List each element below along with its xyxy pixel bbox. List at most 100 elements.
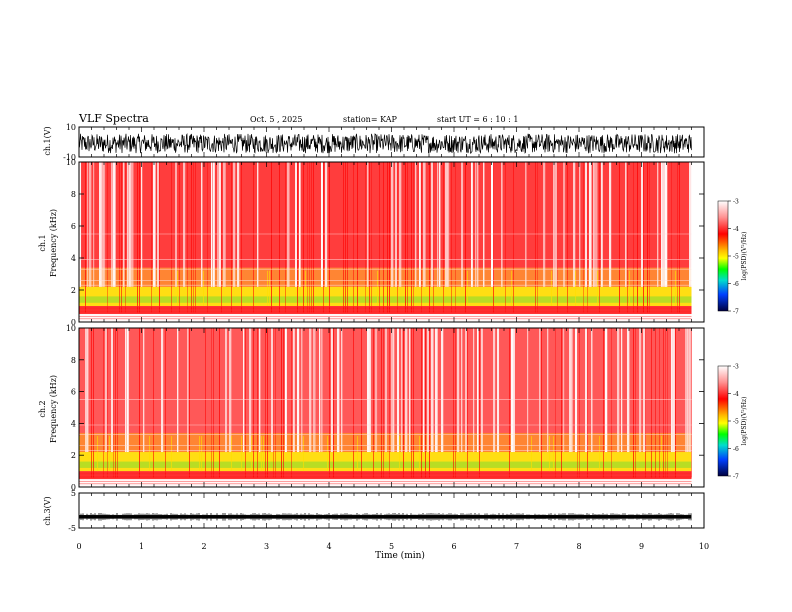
ch1-spec-streak <box>551 270 552 306</box>
ch2-spec-streak <box>337 328 340 453</box>
ch2-spec-streak <box>689 328 692 453</box>
ch1-spec-streak <box>413 162 414 313</box>
ch1-spec-streak <box>113 162 116 287</box>
ch1-spec-streak <box>369 162 370 313</box>
ch1-spec-streak <box>139 162 140 313</box>
ch1-spec-streak <box>177 270 178 306</box>
ch2-spec-streak <box>291 328 292 478</box>
ch1-spec-streak <box>307 162 308 313</box>
ch3-waveform-panel: 5 -5 <box>68 489 705 533</box>
ch1-spec-streak <box>475 162 477 287</box>
ch1-spec-streak <box>221 162 222 313</box>
ch2-spec-streak <box>621 328 623 453</box>
ch2-spec-streak <box>687 328 690 453</box>
ch2-spec-streak <box>389 328 390 478</box>
ch2-spec-y-label: 2 <box>71 451 76 460</box>
ch2-spec-streak <box>655 328 656 478</box>
ch2-spec-streak <box>635 328 636 478</box>
ch2-spec-streak <box>455 328 456 478</box>
ch1-spec-streak <box>233 162 236 287</box>
ch2-spec-streak <box>103 328 104 478</box>
ch2-spec-streak <box>479 328 480 478</box>
ch2-spec-band <box>79 479 692 487</box>
ch2-spec-streak <box>241 436 242 472</box>
ch1-spec-streak <box>665 162 668 287</box>
ch2-spec-streak <box>373 328 374 478</box>
ch1-spec-streak <box>211 162 213 287</box>
ch2-spec-streak <box>467 328 468 478</box>
ch1-spec-streak <box>87 162 89 287</box>
ch2-spec-streak <box>413 328 414 478</box>
ch1-spec-streak <box>121 162 122 313</box>
ch2-spec-streak <box>251 436 252 472</box>
ch2-spec-streak <box>107 328 108 478</box>
ch1-spec-streak <box>187 162 188 313</box>
ch2-spec-streak <box>611 328 612 478</box>
ch1-spec-streak <box>619 162 620 313</box>
ch1-spec-streak <box>323 162 324 313</box>
ch2-spec-y-label: 4 <box>71 419 76 428</box>
ch1-spec-streak <box>285 162 286 313</box>
ch1-spec-streak <box>399 162 402 287</box>
ch1-spec-streak <box>451 162 452 313</box>
ch2-spec-streak <box>383 328 384 478</box>
ch2-spec-streak <box>665 328 666 478</box>
ch1-spec-streak <box>207 162 208 313</box>
ch2-colorbar-tick-label: -3 <box>733 364 739 371</box>
ch1-spec-streak <box>387 162 388 313</box>
figure-title: VLF Spectra <box>78 112 149 125</box>
ch2-spec-streak <box>301 328 303 453</box>
ch1-spec-streak <box>437 162 439 287</box>
ch1-spec-streak <box>213 162 215 287</box>
ch1-spec-streak <box>217 162 220 287</box>
ch2-spec-streak <box>591 328 593 453</box>
ch1-spec-streak <box>493 162 494 313</box>
ch1-spec-streak <box>203 270 204 306</box>
ch1-spec-streak <box>415 162 417 287</box>
ch2-spec-streak <box>547 328 549 453</box>
ch2-spec-streak <box>313 328 316 453</box>
ch1-spec-streak <box>141 162 143 287</box>
ch2-spec-streak <box>685 328 688 453</box>
ch1-spec-streak <box>643 162 644 313</box>
ch2-spec-streak <box>549 436 550 472</box>
ch3-waveform-y-label: -5 <box>68 524 76 533</box>
ch1-spec-streak <box>175 162 178 287</box>
ch1-spec-streak <box>477 162 479 287</box>
ch2-spec-streak <box>231 436 232 472</box>
ch3-waveform-frame <box>78 492 705 529</box>
ch2-spec-streak <box>229 328 232 453</box>
ch2-spec-streak <box>97 436 98 472</box>
ch2-spec-streak <box>579 328 580 478</box>
ch1-spec-streak <box>525 162 527 287</box>
ch2-spec-streak <box>263 436 264 472</box>
time-axis: 0 1 2 3 4 5 6 7 8 9 10 <box>76 542 709 551</box>
ch1-spec-streak <box>377 270 378 306</box>
ch2-spec-streak <box>553 436 554 472</box>
ch1-spec-streak <box>101 162 104 287</box>
ch2-spec-streak <box>271 328 274 453</box>
ch1-spec-streak <box>573 162 576 287</box>
ch1-spec-streak <box>367 162 369 287</box>
ch2-spec-streak <box>257 328 258 478</box>
ch2-spec-streak <box>393 328 395 453</box>
ch1-spec-streak <box>183 162 186 287</box>
ch1-spec-streak <box>157 162 160 287</box>
ch2-spec-streak <box>341 328 343 453</box>
ch1-spec-streak <box>675 270 676 306</box>
ch1-spec-streak <box>103 162 106 287</box>
ch1-spec-streak <box>411 162 412 313</box>
ch2-spec-streak <box>225 328 227 453</box>
ch1-spec-streak <box>295 162 298 287</box>
ch1-spec-streak <box>379 162 380 313</box>
ch1-spec-streak <box>625 162 627 287</box>
ch1-spec-streak <box>429 162 430 313</box>
ch2-spec-ylabel-2: Frequency (kHz) <box>49 375 58 443</box>
ch1-spec-streak <box>287 162 290 287</box>
ch2-spec-streak <box>513 328 515 453</box>
ch2-spec-streak <box>275 328 276 478</box>
ch1-spec-streak <box>407 162 408 313</box>
time-tick-label: 3 <box>264 542 269 551</box>
ch2-spec-y-label: 6 <box>71 388 76 397</box>
ch2-spec-streak <box>627 328 630 453</box>
